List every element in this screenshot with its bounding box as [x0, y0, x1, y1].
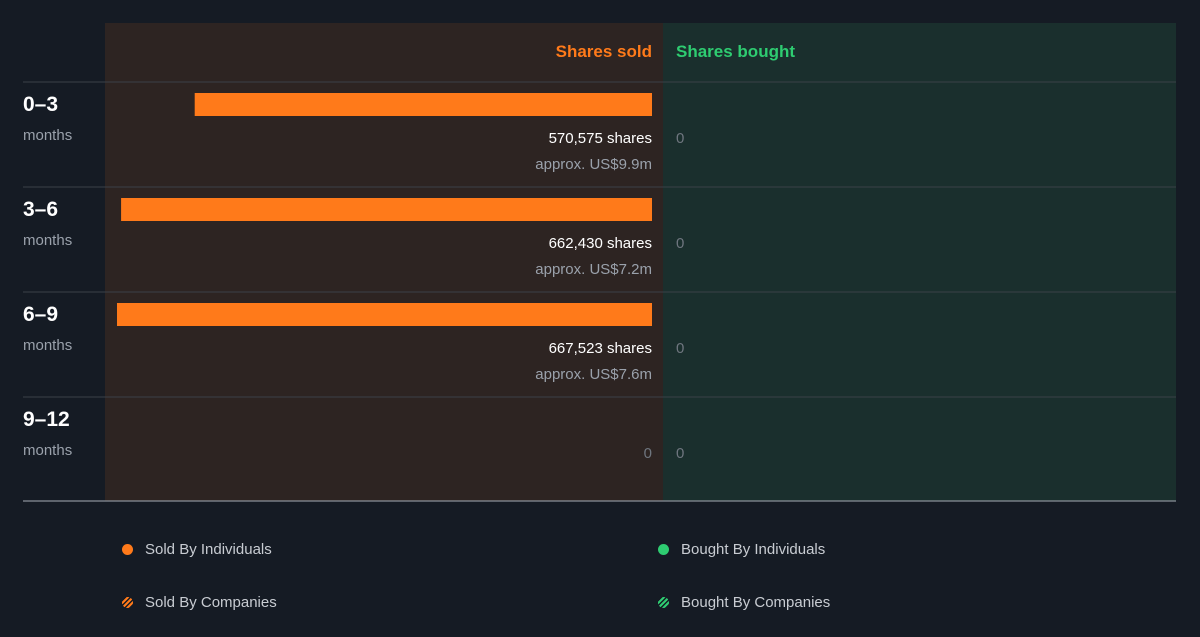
- period-label: 0–3: [23, 93, 58, 116]
- sold-shares-label: 667,523 shares: [549, 340, 652, 357]
- sold-shares-label: 0: [644, 445, 652, 462]
- sold-shares-label: 662,430 shares: [549, 235, 652, 252]
- bought-panel: [663, 23, 1176, 501]
- sold-bar: [121, 198, 652, 221]
- bought-shares-label: 0: [676, 130, 684, 147]
- legend-label: Sold By Companies: [145, 594, 277, 611]
- sold-value-label: approx. US$9.9m: [535, 156, 652, 173]
- legend-item: Sold By Individuals: [122, 541, 272, 558]
- period-label: 3–6: [23, 198, 58, 221]
- bought-shares-label: 0: [676, 235, 684, 252]
- legend-label: Bought By Individuals: [681, 541, 826, 558]
- legend-item: Bought By Companies: [658, 594, 830, 611]
- legend-dot-icon: [658, 544, 669, 555]
- sold-shares-label: 570,575 shares: [549, 130, 652, 147]
- bought-column-header: Shares bought: [676, 42, 795, 61]
- period-unit-label: months: [23, 442, 72, 459]
- period-unit-label: months: [23, 337, 72, 354]
- legend-hatch-icon: [658, 597, 669, 608]
- bought-shares-label: 0: [676, 340, 684, 357]
- legend-item: Bought By Individuals: [658, 541, 825, 558]
- legend-hatch-icon: [122, 597, 133, 608]
- period-unit-label: months: [23, 127, 72, 144]
- sold-column-header: Shares sold: [556, 42, 652, 61]
- period-unit-label: months: [23, 232, 72, 249]
- period-label: 6–9: [23, 303, 58, 326]
- sold-bar: [117, 303, 652, 326]
- sold-value-label: approx. US$7.6m: [535, 366, 652, 383]
- bought-shares-label: 0: [676, 445, 684, 462]
- sold-value-label: approx. US$7.2m: [535, 261, 652, 278]
- legend-item: Sold By Companies: [122, 594, 277, 611]
- period-label: 9–12: [23, 408, 70, 431]
- sold-bar: [194, 93, 652, 116]
- legend-dot-icon: [122, 544, 133, 555]
- legend-label: Sold By Individuals: [145, 541, 272, 558]
- legend-label: Bought By Companies: [681, 594, 831, 611]
